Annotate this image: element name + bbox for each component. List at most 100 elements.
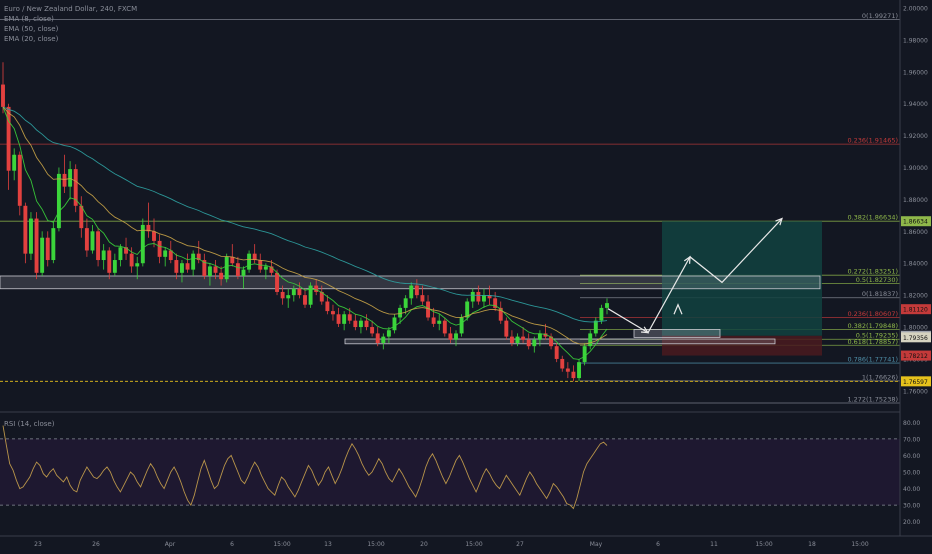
symbol-title: Euro / New Zealand Dollar, 240, FXCM <box>4 5 138 13</box>
price-tag <box>901 332 931 343</box>
candle-body <box>68 169 73 187</box>
fib-label: 0(1.81837) <box>862 290 898 298</box>
candle-body <box>588 333 593 347</box>
candle-body <box>168 250 173 261</box>
price-tick: 1.98000 <box>903 37 928 44</box>
candle-body <box>398 307 403 318</box>
rsi-title: RSI (14, close) <box>4 420 55 428</box>
arrow-head <box>683 255 691 264</box>
arrow-head <box>673 303 683 315</box>
candle-body <box>381 336 386 343</box>
price-tick: 1.90000 <box>903 165 928 172</box>
candle-body <box>414 285 419 296</box>
candle-body <box>454 333 458 340</box>
rsi-tick: 30.00 <box>903 503 920 510</box>
candle-body <box>515 336 520 343</box>
candle-body <box>442 320 447 334</box>
candle-body <box>23 205 28 254</box>
candle-body <box>353 320 358 328</box>
price-tag-label: 1.81120 <box>903 307 928 314</box>
candle-body <box>482 295 486 302</box>
price-tag <box>901 376 931 387</box>
candle-body <box>157 240 162 257</box>
price-tick: 1.96000 <box>903 69 928 76</box>
projection-arrows <box>607 217 783 334</box>
ema-lines <box>2 106 608 360</box>
candle-body <box>247 253 252 270</box>
position-boxes <box>0 221 822 356</box>
stop-zone <box>662 335 822 356</box>
fib-label: 0(1.99271) <box>862 12 898 20</box>
candle-body <box>235 263 240 276</box>
candle-body <box>403 298 408 308</box>
candle-body <box>12 154 17 171</box>
candle-body <box>84 228 89 251</box>
candle-body <box>207 266 212 276</box>
price-tick: 1.82000 <box>903 293 928 300</box>
time-tick: May <box>590 541 603 548</box>
candle-body <box>107 250 112 273</box>
candle-body <box>241 269 246 276</box>
candle-body <box>437 320 442 324</box>
candle-body <box>180 263 184 273</box>
rsi-tick: 50.00 <box>903 470 920 477</box>
candle-body <box>476 291 481 302</box>
price-tag-label: 1.86634 <box>903 219 928 226</box>
time-tick: 26 <box>92 541 100 548</box>
fib-label: 0.382(1.79848) <box>847 322 898 330</box>
candle-body <box>370 327 375 334</box>
time-tick: 20 <box>420 541 428 548</box>
candle-body <box>1 84 5 107</box>
candle-body <box>504 320 509 337</box>
candle-body <box>17 154 22 206</box>
candle-body <box>224 256 229 280</box>
candle-body <box>599 307 604 321</box>
candle-body <box>185 263 190 270</box>
fib-label: 1(1.76626) <box>862 373 898 381</box>
time-tick: 23 <box>34 541 42 548</box>
candle-body <box>554 346 559 359</box>
price-tick: 1.80000 <box>903 325 928 332</box>
candle-body <box>163 250 168 257</box>
price-tag-label: 1.76597 <box>903 379 928 386</box>
price-axis-bg <box>900 0 932 550</box>
candle-body <box>509 336 514 343</box>
candle-body <box>526 339 531 347</box>
time-tick: 18 <box>808 541 816 548</box>
candle-body <box>409 285 414 299</box>
candle-body <box>174 260 179 273</box>
price-tag-label: 1.79356 <box>903 335 928 342</box>
time-tick: 15:00 <box>851 541 868 548</box>
candle-body <box>291 288 296 296</box>
fib-label: 0.236(1.91465) <box>847 137 898 145</box>
candle-body <box>129 253 134 267</box>
candle-body <box>51 228 56 261</box>
time-tick: Apr <box>165 541 176 548</box>
rsi-line <box>2 425 608 510</box>
candle-body <box>336 314 341 324</box>
candle-body <box>420 295 425 302</box>
fib-label: 0.786(1.77741) <box>847 356 898 364</box>
candle-body <box>593 320 598 334</box>
price-tick: 1.86000 <box>903 229 928 236</box>
price-tick: 2.00000 <box>903 5 928 12</box>
ema-line <box>2 106 608 323</box>
rsi-tick: 20.00 <box>903 519 920 526</box>
legend-ema-8: EMA (8, close) <box>4 15 54 23</box>
time-tick: 6 <box>656 541 660 548</box>
candle-body <box>280 291 285 299</box>
candle-body <box>202 260 207 276</box>
candle-body <box>96 231 101 261</box>
rsi-tick: 40.00 <box>903 486 920 493</box>
candle-body <box>565 368 570 372</box>
price-tick: 1.88000 <box>903 197 928 204</box>
candle-body <box>191 253 196 270</box>
candle-body <box>549 336 554 347</box>
candle-body <box>275 272 279 292</box>
price-tag <box>901 350 931 361</box>
rsi-tick: 70.00 <box>903 436 920 443</box>
legend: Euro / New Zealand Dollar, 240, FXCM EMA… <box>4 4 137 44</box>
candle-body <box>263 266 268 270</box>
